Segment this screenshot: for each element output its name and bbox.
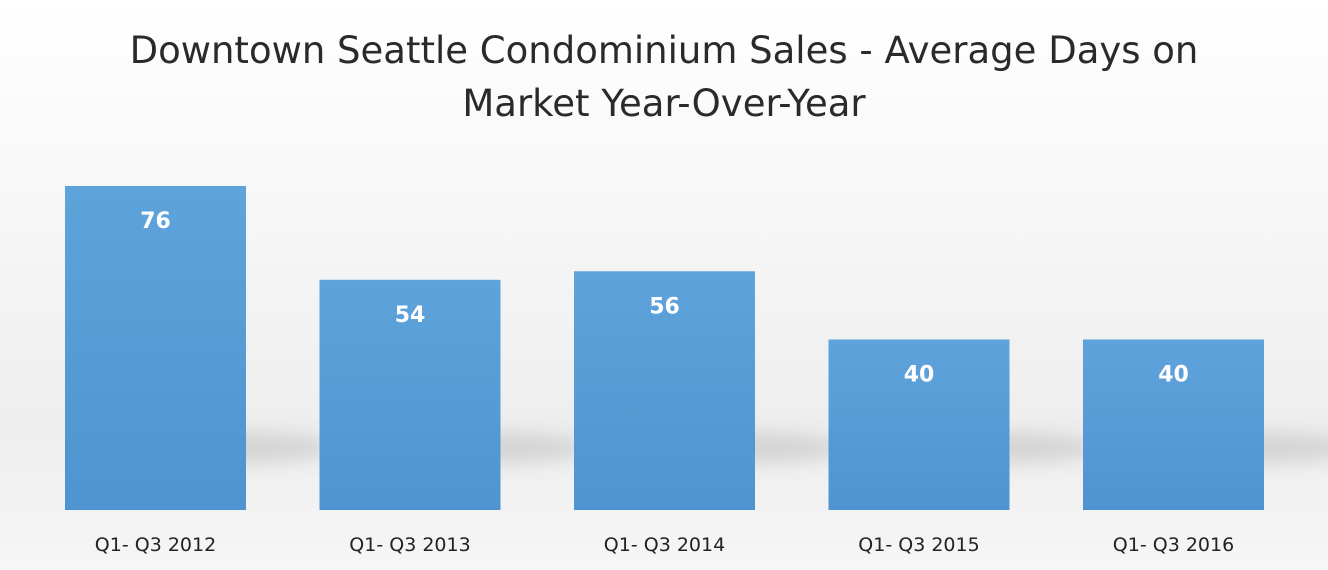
bar xyxy=(319,279,501,510)
bar xyxy=(65,186,246,510)
x-tick-label: Q1- Q3 2013 xyxy=(349,534,470,556)
x-tick-label: Q1- Q3 2016 xyxy=(1113,534,1234,556)
data-label: 56 xyxy=(649,294,680,319)
x-tick-label: Q1- Q3 2015 xyxy=(858,534,979,556)
data-label: 40 xyxy=(904,362,935,387)
bar xyxy=(1083,339,1264,510)
data-label: 76 xyxy=(140,209,171,234)
x-tick-label: Q1- Q3 2014 xyxy=(604,534,725,556)
bars xyxy=(65,186,1264,510)
bar xyxy=(574,271,755,510)
x-tick-label: Q1- Q3 2012 xyxy=(95,534,216,556)
data-label: 54 xyxy=(395,303,426,328)
chart-title-line-1: Downtown Seattle Condominium Sales - Ave… xyxy=(129,29,1199,72)
chart-title-line-2: Market Year-Over-Year xyxy=(462,82,866,125)
bar xyxy=(828,339,1010,510)
data-label: 40 xyxy=(1158,362,1189,387)
x-axis-tick-labels: Q1- Q3 2012 Q1- Q3 2013 Q1- Q3 2014 Q1- Q3 … xyxy=(95,534,1234,556)
data-labels: 76 54 56 40 40 xyxy=(140,209,1189,387)
